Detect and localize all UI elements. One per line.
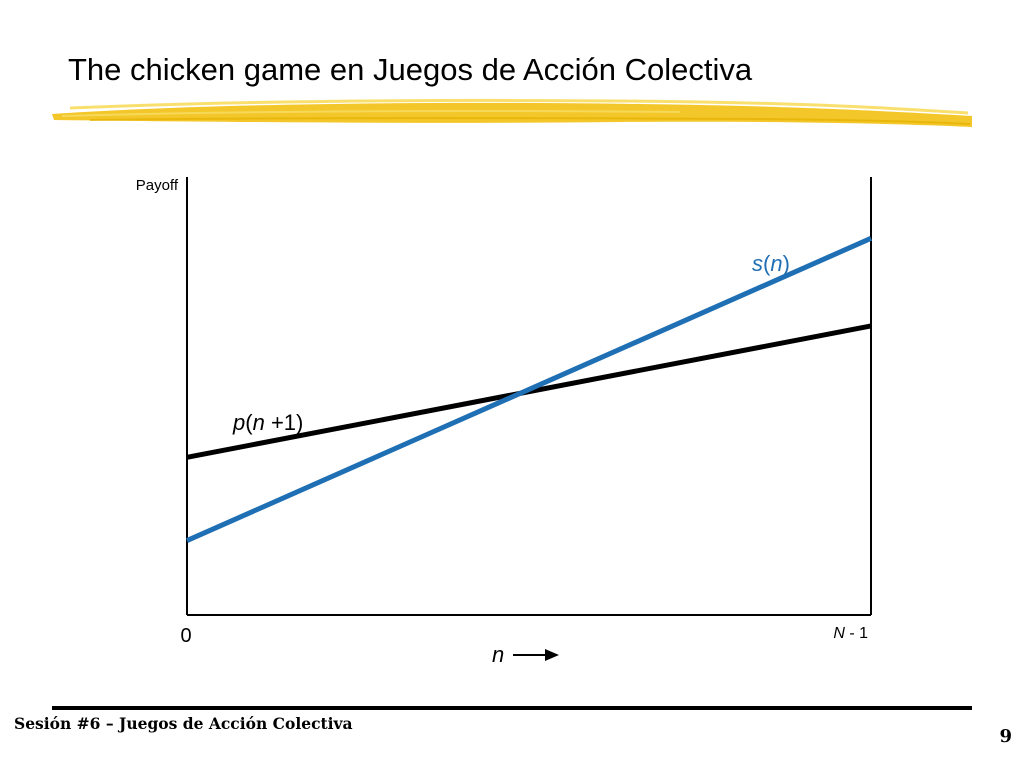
y-axis-label: Payoff xyxy=(136,177,179,194)
footer-text: Sesión #6 – Juegos de Acción Colectiva xyxy=(14,714,353,733)
x-axis-label: n xyxy=(492,642,504,667)
series-line-s xyxy=(185,236,873,543)
page-number: 9 xyxy=(999,726,1012,747)
title-highlight-stroke xyxy=(52,98,972,127)
x-axis-arrow xyxy=(513,649,559,661)
x-tick-label-start: 0 xyxy=(180,625,191,647)
series-label-s: s(n) xyxy=(752,251,790,276)
chart: Payoff 0 N - 1 n s(n) p(n +1) xyxy=(136,177,873,667)
series-label-p: p(n +1) xyxy=(232,410,303,435)
slide-title: The chicken game en Juegos de Acción Col… xyxy=(68,52,753,87)
x-tick-label-end: N - 1 xyxy=(833,625,868,642)
